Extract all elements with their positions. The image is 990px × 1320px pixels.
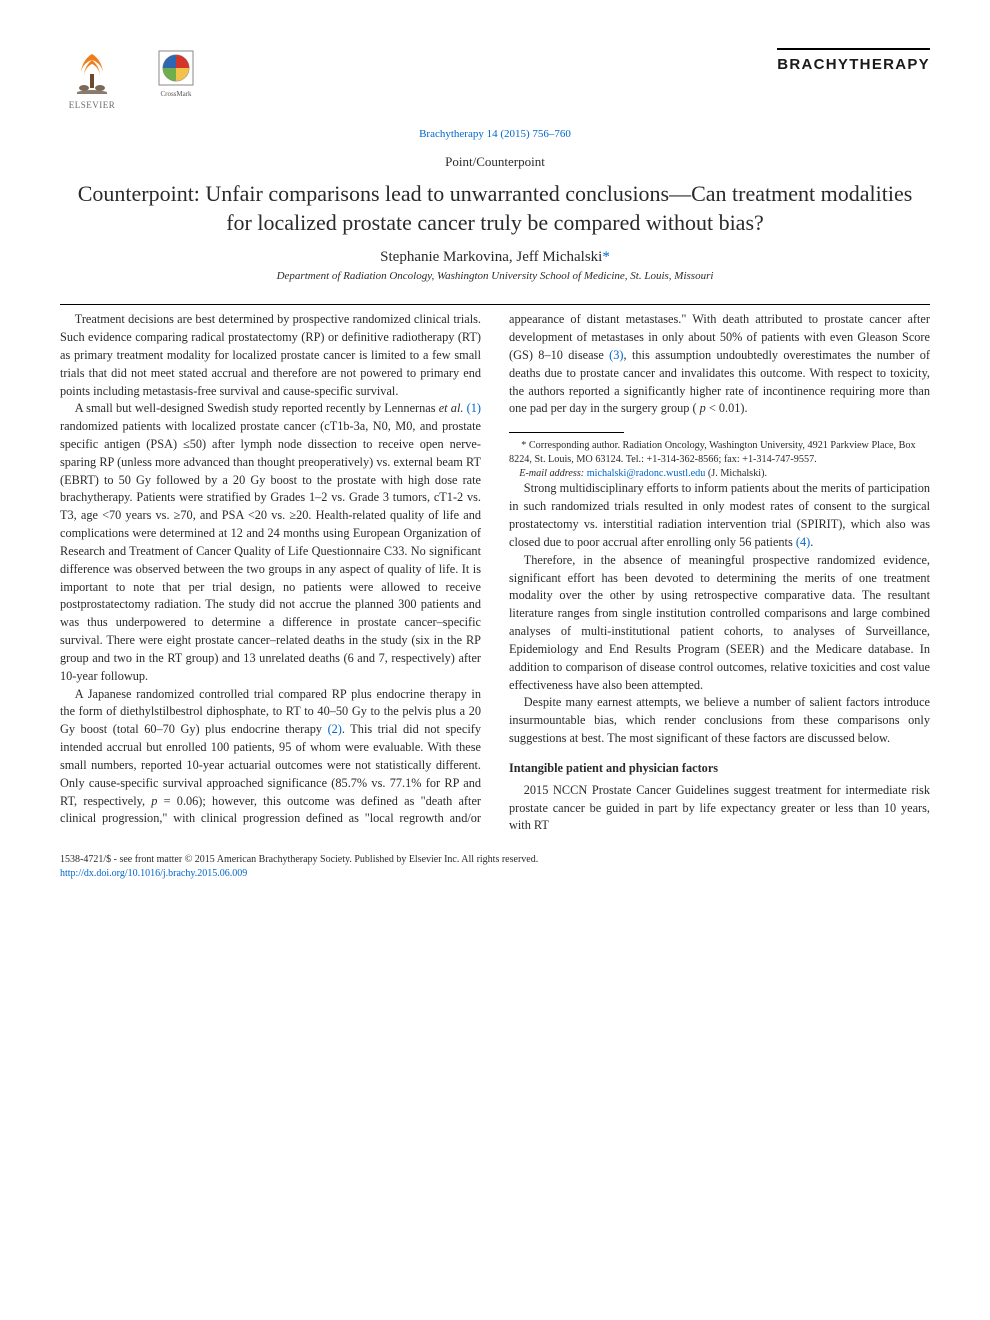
header-row: ELSEVIER CrossMark BRACHYTHERAPY: [60, 48, 930, 120]
para-6: Despite many earnest attempts, we believ…: [509, 694, 930, 747]
para-7: 2015 NCCN Prostate Cancer Guidelines sug…: [509, 782, 930, 835]
footnote-separator: [509, 432, 624, 433]
elsevier-tree-icon: [67, 48, 117, 98]
copyright-line: 1538-4721/$ - see front matter © 2015 Am…: [60, 853, 930, 867]
crossmark-icon: [156, 48, 196, 88]
article-title: Counterpoint: Unfair comparisons lead to…: [76, 180, 914, 237]
crossmark-logo[interactable]: CrossMark: [154, 48, 198, 102]
author-list: Stephanie Markovina, Jeff Michalski: [380, 249, 602, 265]
section-heading-intangible: Intangible patient and physician factors: [509, 760, 930, 778]
body-columns: Treatment decisions are best determined …: [60, 311, 930, 835]
corresponding-asterisk: *: [602, 249, 610, 265]
elsevier-label: ELSEVIER: [69, 100, 116, 110]
title-divider: [60, 304, 930, 305]
doi-link[interactable]: http://dx.doi.org/10.1016/j.brachy.2015.…: [60, 867, 930, 881]
journal-name: BRACHYTHERAPY: [777, 48, 930, 73]
email-link[interactable]: michalski@radonc.wustl.edu: [587, 468, 706, 479]
bottom-bar: 1538-4721/$ - see front matter © 2015 Am…: [60, 853, 930, 881]
email-footnote: E-mail address: michalski@radonc.wustl.e…: [509, 467, 930, 481]
logo-group: ELSEVIER CrossMark: [60, 48, 198, 120]
para-1: Treatment decisions are best determined …: [60, 311, 481, 400]
journal-reference[interactable]: Brachytherapy 14 (2015) 756–760: [60, 128, 930, 140]
email-suffix: (J. Michalski).: [708, 468, 767, 479]
ref-3[interactable]: (3): [609, 348, 623, 362]
ref-4[interactable]: (4): [796, 535, 810, 549]
ref-2[interactable]: (2): [328, 722, 342, 736]
ref-1[interactable]: (1): [467, 401, 481, 415]
footnote-block: * Corresponding author. Radiation Oncolo…: [509, 432, 930, 480]
authors: Stephanie Markovina, Jeff Michalski*: [60, 249, 930, 266]
affiliation: Department of Radiation Oncology, Washin…: [60, 270, 930, 282]
para-2: A small but well-designed Swedish study …: [60, 400, 481, 685]
para-4: Strong multidisciplinary efforts to info…: [509, 480, 930, 551]
article-type: Point/Counterpoint: [60, 154, 930, 170]
para-5: Therefore, in the absence of meaningful …: [509, 552, 930, 695]
email-label: E-mail address:: [519, 468, 584, 479]
elsevier-logo[interactable]: ELSEVIER: [60, 48, 124, 120]
crossmark-label: CrossMark: [160, 90, 191, 98]
corresponding-footnote: * Corresponding author. Radiation Oncolo…: [509, 439, 930, 467]
